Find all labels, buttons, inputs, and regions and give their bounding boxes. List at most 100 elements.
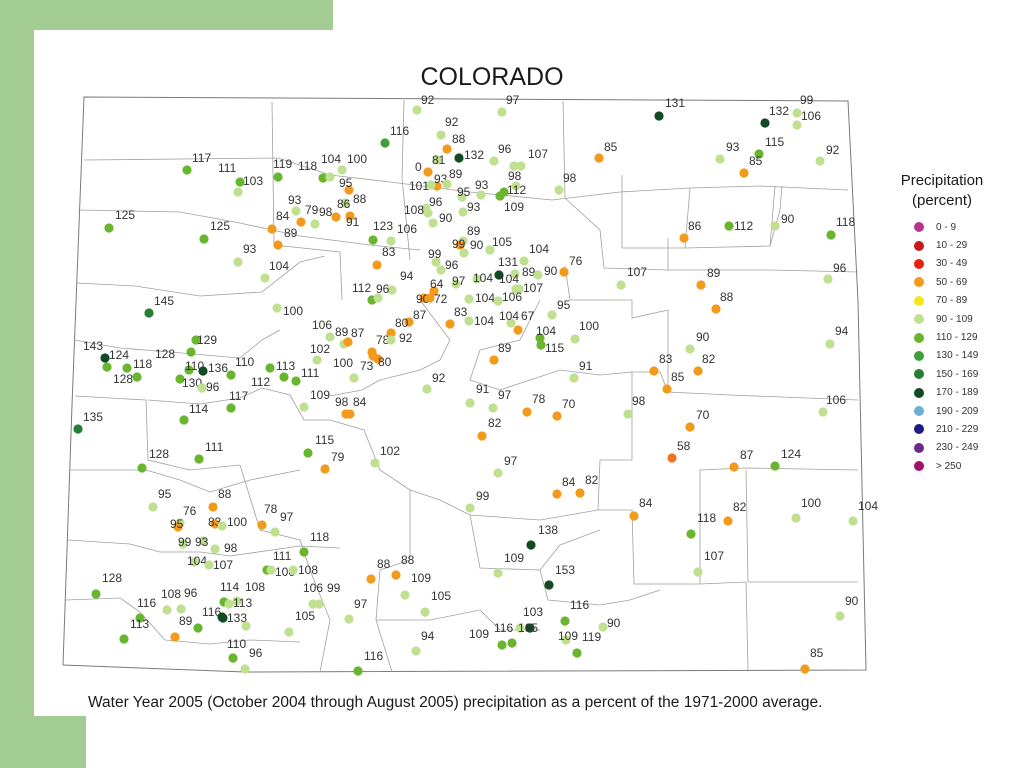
station-marker bbox=[232, 596, 242, 606]
station-marker bbox=[314, 599, 324, 609]
station-value-label: 97 bbox=[504, 454, 518, 468]
station-marker bbox=[514, 284, 524, 294]
station-marker bbox=[818, 407, 828, 417]
station-marker bbox=[344, 614, 354, 624]
station-value-label: 125 bbox=[115, 208, 135, 222]
station-value-label: 104 bbox=[499, 272, 519, 286]
legend-label: 50 - 69 bbox=[936, 276, 968, 288]
station-value-label: 99 bbox=[800, 93, 814, 107]
station-marker bbox=[233, 257, 243, 267]
station-value-label: 111 bbox=[205, 440, 224, 454]
station-value-label: 85 bbox=[810, 646, 824, 660]
decorative-band-top bbox=[0, 0, 333, 30]
station-value-label: 82 bbox=[488, 416, 502, 430]
station-marker bbox=[533, 270, 543, 280]
station-value-label: 86 bbox=[337, 197, 351, 211]
station-marker bbox=[516, 161, 526, 171]
station-value-label: 89 bbox=[179, 614, 193, 628]
station-value-label: 117 bbox=[229, 389, 248, 403]
station-value-label: 98 bbox=[632, 394, 646, 408]
station-value-label: 114 bbox=[189, 402, 208, 416]
station-value-label: 108 bbox=[404, 203, 424, 217]
station-marker bbox=[320, 464, 330, 474]
station-value-label: 102 bbox=[310, 342, 330, 356]
station-marker bbox=[667, 453, 677, 463]
station-marker bbox=[176, 604, 186, 614]
station-value-label: 109 bbox=[411, 571, 431, 585]
station-value-label: 96 bbox=[376, 282, 390, 296]
station-marker bbox=[535, 333, 545, 343]
station-marker bbox=[493, 468, 503, 478]
station-value-label: 116 bbox=[137, 596, 156, 610]
station-marker bbox=[312, 355, 322, 365]
station-value-label: 115 bbox=[315, 433, 334, 447]
station-value-label: 97 bbox=[280, 510, 294, 524]
station-marker bbox=[575, 488, 585, 498]
station-marker bbox=[144, 308, 154, 318]
station-marker bbox=[353, 666, 363, 676]
station-value-label: 97 bbox=[498, 388, 512, 402]
legend-swatch bbox=[914, 332, 924, 343]
legend-item: 150 - 169 bbox=[914, 365, 996, 383]
station-value-label: 94 bbox=[421, 629, 435, 643]
station-value-label: 109 bbox=[558, 629, 578, 643]
station-value-label: 112 bbox=[251, 375, 270, 389]
station-value-label: 98 bbox=[563, 171, 577, 185]
station-value-label: 85 bbox=[604, 140, 618, 154]
station-marker bbox=[135, 613, 145, 623]
station-marker bbox=[826, 230, 836, 240]
station-marker bbox=[266, 565, 276, 575]
station-value-label: 84 bbox=[276, 209, 290, 223]
station-marker bbox=[442, 144, 452, 154]
station-value-label: 58 bbox=[677, 439, 691, 453]
station-marker bbox=[791, 513, 801, 523]
station-marker bbox=[423, 167, 433, 177]
station-marker bbox=[792, 108, 802, 118]
station-marker bbox=[343, 337, 353, 347]
station-marker bbox=[729, 462, 739, 472]
station-marker bbox=[296, 217, 306, 227]
station-marker bbox=[162, 605, 172, 615]
station-value-label: 93 bbox=[195, 535, 209, 549]
legend-label: 70 - 89 bbox=[936, 295, 968, 307]
station-marker bbox=[513, 325, 523, 335]
station-value-label: 90 bbox=[544, 264, 558, 278]
station-marker bbox=[696, 280, 706, 290]
station-marker bbox=[436, 130, 446, 140]
legend-subtitle: (percent) bbox=[911, 192, 973, 209]
legend-title: Precipitation bbox=[900, 172, 984, 189]
station-marker bbox=[760, 118, 770, 128]
station-marker bbox=[199, 234, 209, 244]
station-marker bbox=[400, 590, 410, 600]
station-value-label: 89 bbox=[522, 265, 536, 279]
station-marker bbox=[724, 221, 734, 231]
station-marker bbox=[331, 212, 341, 222]
station-marker bbox=[184, 365, 194, 375]
legend-item: 90 - 109 bbox=[914, 310, 996, 328]
station-value-label: 123 bbox=[373, 219, 393, 233]
station-marker bbox=[488, 403, 498, 413]
legend-label: 110 - 129 bbox=[936, 332, 978, 344]
station-value-label: 89 bbox=[335, 325, 349, 339]
station-value-label: 90 bbox=[781, 212, 795, 226]
station-marker bbox=[178, 539, 188, 549]
station-marker bbox=[386, 328, 396, 338]
station-value-label: 117 bbox=[192, 151, 211, 165]
station-marker bbox=[572, 648, 582, 658]
legend-swatch bbox=[914, 424, 924, 435]
station-marker bbox=[559, 267, 569, 277]
legend-item: 170 - 189 bbox=[914, 384, 996, 402]
station-marker bbox=[554, 185, 564, 195]
station-value-label: 136 bbox=[208, 361, 228, 375]
station-marker bbox=[148, 502, 158, 512]
legend-swatch bbox=[914, 277, 924, 288]
station-marker bbox=[179, 415, 189, 425]
station-value-label: 90 bbox=[439, 211, 453, 225]
legend-label: 150 - 169 bbox=[936, 368, 979, 380]
legend-item: 190 - 209 bbox=[914, 402, 996, 420]
station-value-label: 96 bbox=[206, 380, 220, 394]
station-value-label: 89 bbox=[498, 341, 512, 355]
station-value-label: 88 bbox=[377, 557, 391, 571]
